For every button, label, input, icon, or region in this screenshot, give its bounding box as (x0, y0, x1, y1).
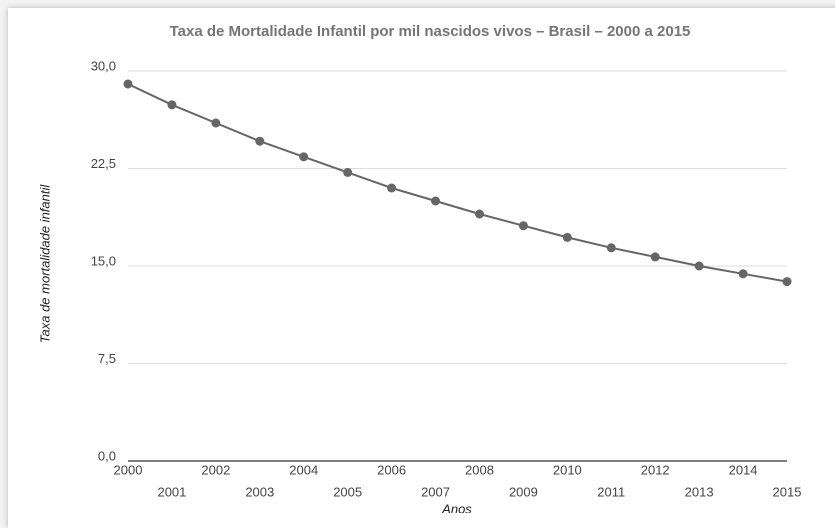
x-tick-label: 2015 (773, 484, 802, 499)
y-tick-label: 30,0 (91, 58, 116, 73)
series-line (127, 83, 788, 283)
x-tick-label: 2004 (289, 462, 318, 477)
data-point (694, 261, 704, 271)
x-tick-label: 2000 (114, 462, 143, 477)
data-point (255, 136, 265, 146)
x-tick-label: 2011 (597, 484, 625, 499)
chart: Taxa de Mortalidade Infantil por mil nas… (37, 23, 802, 513)
x-tick-label: 2010 (553, 462, 582, 477)
data-point (167, 100, 177, 110)
data-point (562, 232, 572, 242)
page: Taxa de Mortalidade Infantil por mil nas… (8, 8, 835, 528)
x-tick-label: 2009 (509, 484, 538, 499)
data-point (343, 167, 353, 177)
y-axis-label: Taxa de mortalidade infantil (37, 184, 52, 344)
data-point (606, 243, 616, 253)
data-point (782, 277, 792, 287)
data-point (650, 252, 660, 262)
y-tick-label: 15,0 (91, 253, 116, 268)
data-point (123, 79, 133, 89)
x-tick-label: 2001 (157, 484, 186, 499)
x-tick-label: 2007 (421, 484, 450, 499)
data-point (211, 118, 221, 128)
data-point (299, 152, 309, 162)
x-tick-label: 2005 (333, 484, 362, 499)
x-tick-label: 2002 (201, 462, 230, 477)
x-tick-label: 2013 (685, 484, 714, 499)
y-tick-label: 22,5 (91, 156, 116, 171)
y-tick-label: 7,5 (98, 351, 116, 366)
x-tick-label: 2012 (641, 462, 670, 477)
data-point (738, 269, 748, 279)
x-tick-label: 2014 (729, 462, 758, 477)
data-point (474, 209, 484, 219)
chart-title: Taxa de Mortalidade Infantil por mil nas… (170, 23, 691, 40)
x-tick-label: 2008 (465, 462, 494, 477)
y-tick-label: 0,0 (98, 448, 116, 463)
data-point (518, 221, 528, 231)
x-tick-label: 2006 (377, 462, 406, 477)
x-tick-label: 2003 (245, 484, 274, 499)
x-axis-label: Anos (441, 501, 472, 513)
data-point (431, 196, 441, 206)
data-point (387, 183, 397, 193)
